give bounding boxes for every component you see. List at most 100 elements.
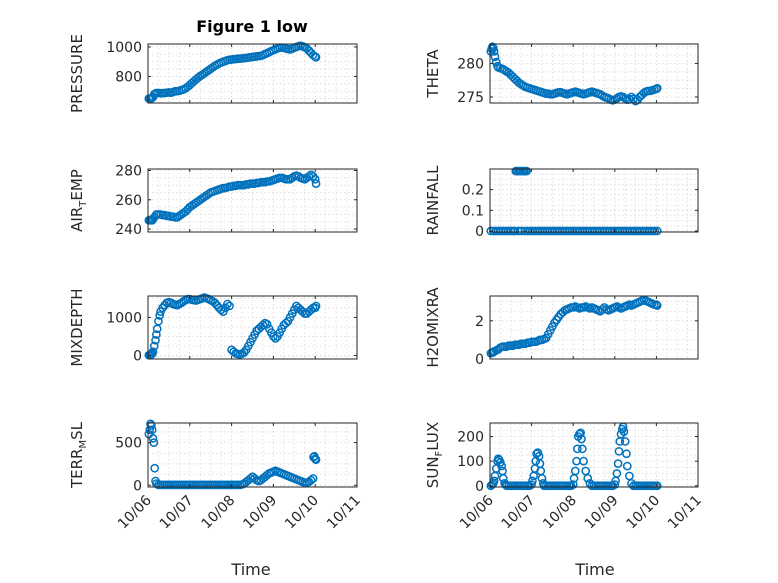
y-tick-label: 240 [115, 222, 142, 238]
data-point [652, 301, 662, 310]
y-tick-label: 2 [475, 314, 484, 330]
data-point [581, 466, 591, 476]
data-point [225, 301, 234, 311]
data-point [575, 429, 584, 439]
data-point [583, 474, 593, 483]
data-point [310, 454, 320, 464]
data-point [491, 57, 501, 67]
data-point [568, 480, 578, 489]
data-point [148, 434, 158, 443]
x-tick-label: 10/08 [199, 493, 239, 533]
data-point [308, 474, 318, 483]
data-point [527, 480, 536, 489]
data-point [579, 456, 588, 466]
panel-mixdepth: 0 1000 MIXDEPTH [68, 288, 358, 367]
data-point [614, 446, 624, 456]
data-point [311, 179, 321, 189]
y-axis-label: AIRTEMP [68, 169, 89, 232]
x-tick-label: 10/11 [324, 493, 364, 533]
data-point [652, 226, 662, 236]
data-point [532, 449, 541, 459]
data-point [155, 311, 165, 320]
data-point [620, 437, 630, 446]
data-point [489, 476, 499, 486]
y-tick-label: 0 [133, 478, 142, 494]
data-point [150, 463, 160, 473]
x-tick-label: 10/09 [582, 493, 622, 533]
data-point [529, 471, 539, 481]
axes-frame [489, 295, 699, 360]
data-point [152, 330, 161, 339]
data-point [149, 341, 159, 351]
panel-theta: 275 280 THETA [424, 42, 699, 106]
data-point [298, 307, 308, 317]
data-point [309, 452, 318, 462]
data-point [154, 316, 163, 326]
x-axis-label-left: Time [230, 560, 270, 579]
data-point [271, 334, 280, 343]
x-tick-label: 10/09 [240, 493, 280, 533]
x-tick-label: 10/08 [540, 493, 580, 533]
y-tick-label: 200 [457, 430, 484, 446]
data-point [489, 47, 499, 56]
data-point [490, 52, 500, 62]
axes-frame [147, 295, 358, 360]
y-axis-label: SUNFLUX [424, 422, 445, 488]
y-tick-label: 0 [133, 349, 142, 365]
data-point [311, 455, 321, 465]
data-point [310, 174, 320, 184]
y-tick-label: 0 [475, 224, 484, 240]
data-point [570, 466, 580, 476]
panel-sun_flux: 0 100 200 SUNFLUX 10/06 10/07 10/08 10/09 10/10 1… [424, 422, 705, 533]
y-axis-label: TERRMSL [68, 421, 89, 489]
y-axis-label: RAINFALL [424, 165, 442, 236]
axes-frame [147, 43, 358, 104]
data-point [311, 52, 321, 62]
x-tick-label: 10/10 [282, 493, 322, 533]
data-point [610, 480, 620, 489]
x-tick-label: 10/06 [115, 492, 155, 532]
data-point [622, 449, 631, 459]
data-point [612, 469, 622, 478]
data-point [262, 319, 272, 329]
y-tick-label: 1000 [106, 310, 142, 326]
data-point [496, 458, 505, 467]
y-tick-label: 280 [115, 163, 142, 179]
axes-frame [147, 168, 358, 233]
data-point [613, 459, 623, 468]
axes-frame [489, 422, 699, 488]
panel-air_temp: 240 260 280 AIRTEMP [68, 163, 358, 238]
data-point [578, 444, 587, 454]
data-point [216, 305, 226, 315]
axes-frame [489, 43, 699, 104]
data-point [517, 226, 526, 236]
axes-frame [489, 168, 699, 233]
data-point [269, 332, 278, 341]
data-point [223, 299, 232, 309]
y-tick-label: 0.1 [462, 203, 484, 219]
data-point [573, 444, 582, 454]
data-point [576, 428, 586, 438]
data-point [533, 448, 543, 457]
data-point [650, 226, 660, 236]
y-axis-label: H2OMIXRA [424, 287, 442, 368]
data-point [522, 166, 531, 176]
y-tick-label: 260 [115, 193, 142, 209]
data-point [147, 425, 157, 435]
data-point [306, 475, 316, 485]
panel-pressure: 800 1000 PRESSURE [68, 34, 358, 113]
x-tick-label: 10/10 [623, 493, 663, 533]
y-tick-label: 0 [475, 479, 484, 495]
data-point [652, 481, 662, 491]
panel-rainfall: 0 0.1 0.2 RAINFALL [424, 165, 699, 240]
x-tick-label: 10/07 [499, 493, 539, 533]
y-axis-label: PRESSURE [68, 34, 86, 113]
data-point [625, 471, 634, 481]
x-tick-label: 10/06 [457, 492, 497, 532]
x-tick-label: 10/11 [665, 493, 705, 533]
data-point [619, 427, 629, 436]
data-point [622, 461, 632, 471]
y-tick-label: 275 [457, 90, 484, 106]
y-tick-label: 0.2 [462, 183, 484, 199]
